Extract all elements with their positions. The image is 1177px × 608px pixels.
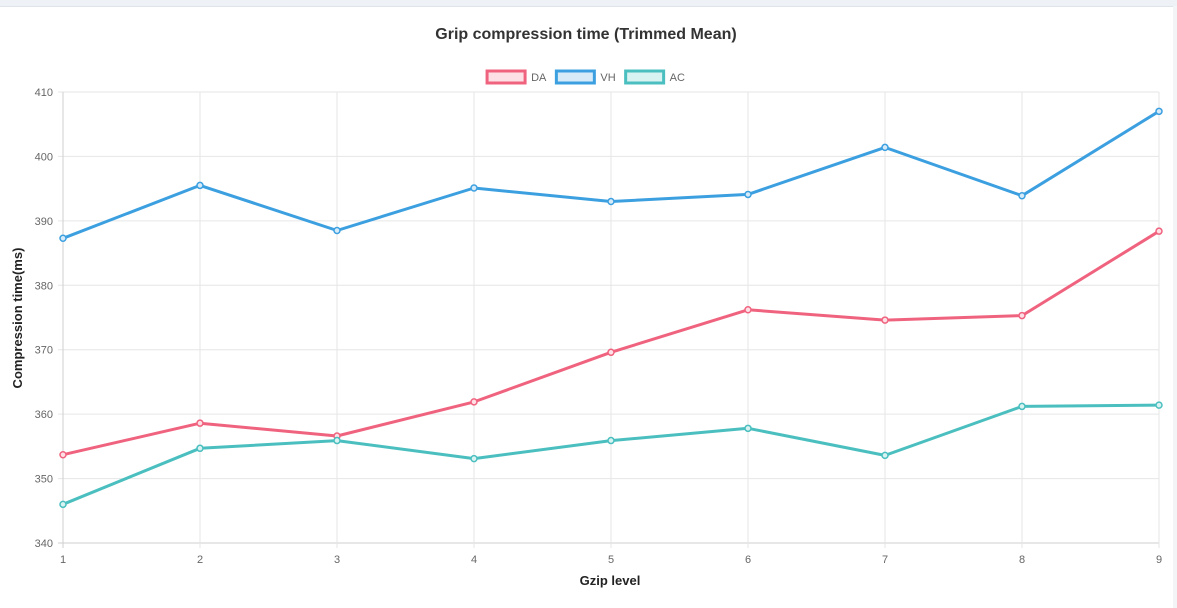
- data-point-ac[interactable]: [744, 424, 752, 433]
- data-point-da[interactable]: [744, 306, 752, 314]
- x-tick-label: 6: [745, 554, 751, 566]
- data-point-ac[interactable]: [1155, 401, 1163, 409]
- data-point-ac[interactable]: [59, 500, 67, 509]
- data-point-ac[interactable]: [607, 436, 615, 445]
- series-lines: [59, 107, 1163, 509]
- data-point-vh[interactable]: [59, 234, 67, 243]
- y-axis-ticks: 340 350 360 370 380 390 400 410: [35, 87, 53, 550]
- data-point-vh[interactable]: [744, 190, 752, 199]
- data-point-da[interactable]: [196, 419, 204, 427]
- x-axis-ticks: 1 2 3 4 5 6 7 8 9: [60, 554, 1162, 566]
- data-point-vh[interactable]: [196, 181, 204, 190]
- y-tick-label: 370: [35, 345, 53, 357]
- legend[interactable]: DA VH AC: [485, 69, 685, 85]
- top-bar: [0, 0, 1177, 7]
- data-point-da[interactable]: [59, 450, 67, 459]
- x-tick-label: 2: [197, 554, 203, 566]
- chart-grid: [58, 91, 1160, 548]
- data-point-da[interactable]: [1018, 311, 1026, 320]
- series-vh: [59, 107, 1163, 243]
- x-tick-label: 9: [1156, 554, 1162, 566]
- series-ac: [59, 401, 1163, 509]
- legend-swatch-da: [485, 69, 527, 85]
- data-point-da[interactable]: [881, 316, 889, 324]
- y-tick-label: 390: [35, 216, 53, 228]
- data-point-ac[interactable]: [333, 436, 341, 445]
- legend-swatch-vh: [554, 69, 596, 85]
- data-point-vh[interactable]: [470, 184, 478, 192]
- legend-label-ac: AC: [670, 72, 685, 84]
- data-point-vh[interactable]: [1018, 191, 1026, 200]
- y-tick-label: 340: [35, 538, 53, 550]
- legend-item-ac[interactable]: AC: [624, 69, 685, 85]
- legend-item-vh[interactable]: VH: [554, 69, 616, 85]
- data-point-ac[interactable]: [196, 444, 204, 453]
- series-da: [59, 227, 1163, 459]
- y-axis-title: Compression time(ms): [10, 248, 25, 389]
- data-point-vh[interactable]: [333, 226, 341, 235]
- x-tick-label: 1: [60, 554, 66, 566]
- data-point-da[interactable]: [470, 398, 478, 406]
- x-axis-title: Gzip level: [580, 573, 641, 588]
- data-point-ac[interactable]: [1018, 402, 1026, 411]
- chart-title: Grip compression time (Trimmed Mean): [435, 26, 736, 43]
- x-tick-label: 5: [608, 554, 614, 566]
- legend-item-da[interactable]: DA: [485, 69, 547, 85]
- y-tick-label: 380: [35, 280, 53, 292]
- data-point-ac[interactable]: [470, 454, 478, 463]
- data-point-vh[interactable]: [607, 197, 615, 206]
- y-tick-label: 360: [35, 409, 53, 421]
- data-point-da[interactable]: [1155, 227, 1163, 235]
- legend-label-vh: VH: [600, 72, 615, 84]
- data-point-ac[interactable]: [881, 451, 889, 460]
- data-point-vh[interactable]: [881, 143, 889, 152]
- legend-label-da: DA: [531, 72, 547, 84]
- x-tick-label: 8: [1019, 554, 1025, 566]
- legend-swatch-ac: [624, 69, 666, 85]
- scrollbar-track: [1173, 6, 1177, 608]
- x-tick-label: 4: [471, 554, 477, 566]
- x-tick-label: 3: [334, 554, 340, 566]
- x-tick-label: 7: [882, 554, 888, 566]
- y-tick-label: 410: [35, 87, 53, 99]
- data-point-vh[interactable]: [1155, 107, 1163, 116]
- data-point-da[interactable]: [607, 348, 615, 357]
- y-tick-label: 400: [35, 151, 53, 163]
- y-tick-label: 350: [35, 474, 53, 486]
